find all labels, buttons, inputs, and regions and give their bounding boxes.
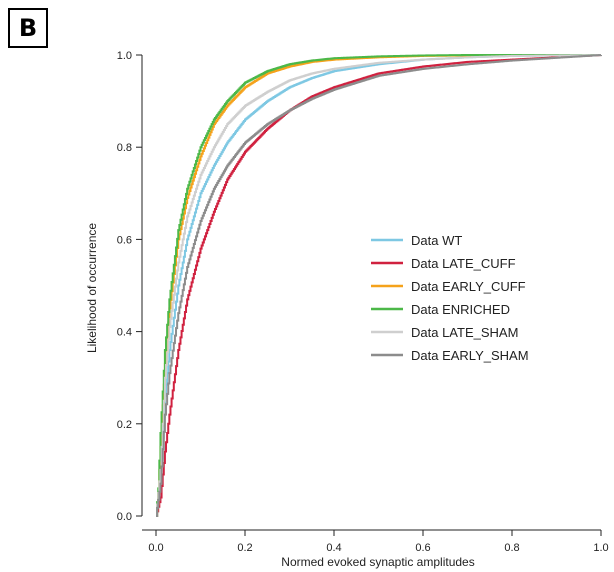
panel-label: B — [8, 8, 48, 48]
legend: Data WT Data LATE_CUFF Data EARLY_CUFF Data… — [371, 233, 529, 363]
legend-label: Data LATE_CUFF — [411, 256, 516, 271]
y-axis-title: Likelihood of occurrence — [85, 223, 99, 353]
x-tick-label: 1.0 — [593, 542, 608, 554]
series-lines — [156, 54, 602, 517]
y-tick-label: 0.4 — [117, 327, 132, 339]
series-line-data-early-sham — [156, 54, 602, 517]
axes: 0.0 0.2 0.4 0.6 0.8 1.0 0.0 0.2 0.4 0.6 0.8 1.0 — [117, 50, 609, 554]
legend-label: Data ENRICHED — [411, 302, 510, 317]
y-tick-label: 1.0 — [117, 50, 132, 62]
legend-label: Data EARLY_CUFF — [411, 279, 526, 294]
x-axis-title: Normed evoked synaptic amplitudes — [281, 555, 474, 569]
x-tick-label: 0.6 — [415, 542, 430, 554]
y-tick-label: 0.2 — [117, 419, 132, 431]
legend-label: Data EARLY_SHAM — [411, 348, 529, 363]
y-tick-label: 0.0 — [117, 511, 132, 523]
y-tick-label: 0.6 — [117, 234, 132, 246]
x-tick-label: 0.8 — [504, 542, 519, 554]
x-tick-label: 0.0 — [148, 542, 163, 554]
y-tick-label: 0.8 — [117, 142, 132, 154]
legend-label: Data LATE_SHAM — [411, 325, 518, 340]
series-line-data-enriched — [156, 54, 601, 517]
x-tick-label: 0.2 — [237, 542, 252, 554]
x-tick-label: 0.4 — [326, 542, 341, 554]
legend-label: Data WT — [411, 233, 462, 248]
series-line-data-late-sham — [156, 54, 602, 517]
